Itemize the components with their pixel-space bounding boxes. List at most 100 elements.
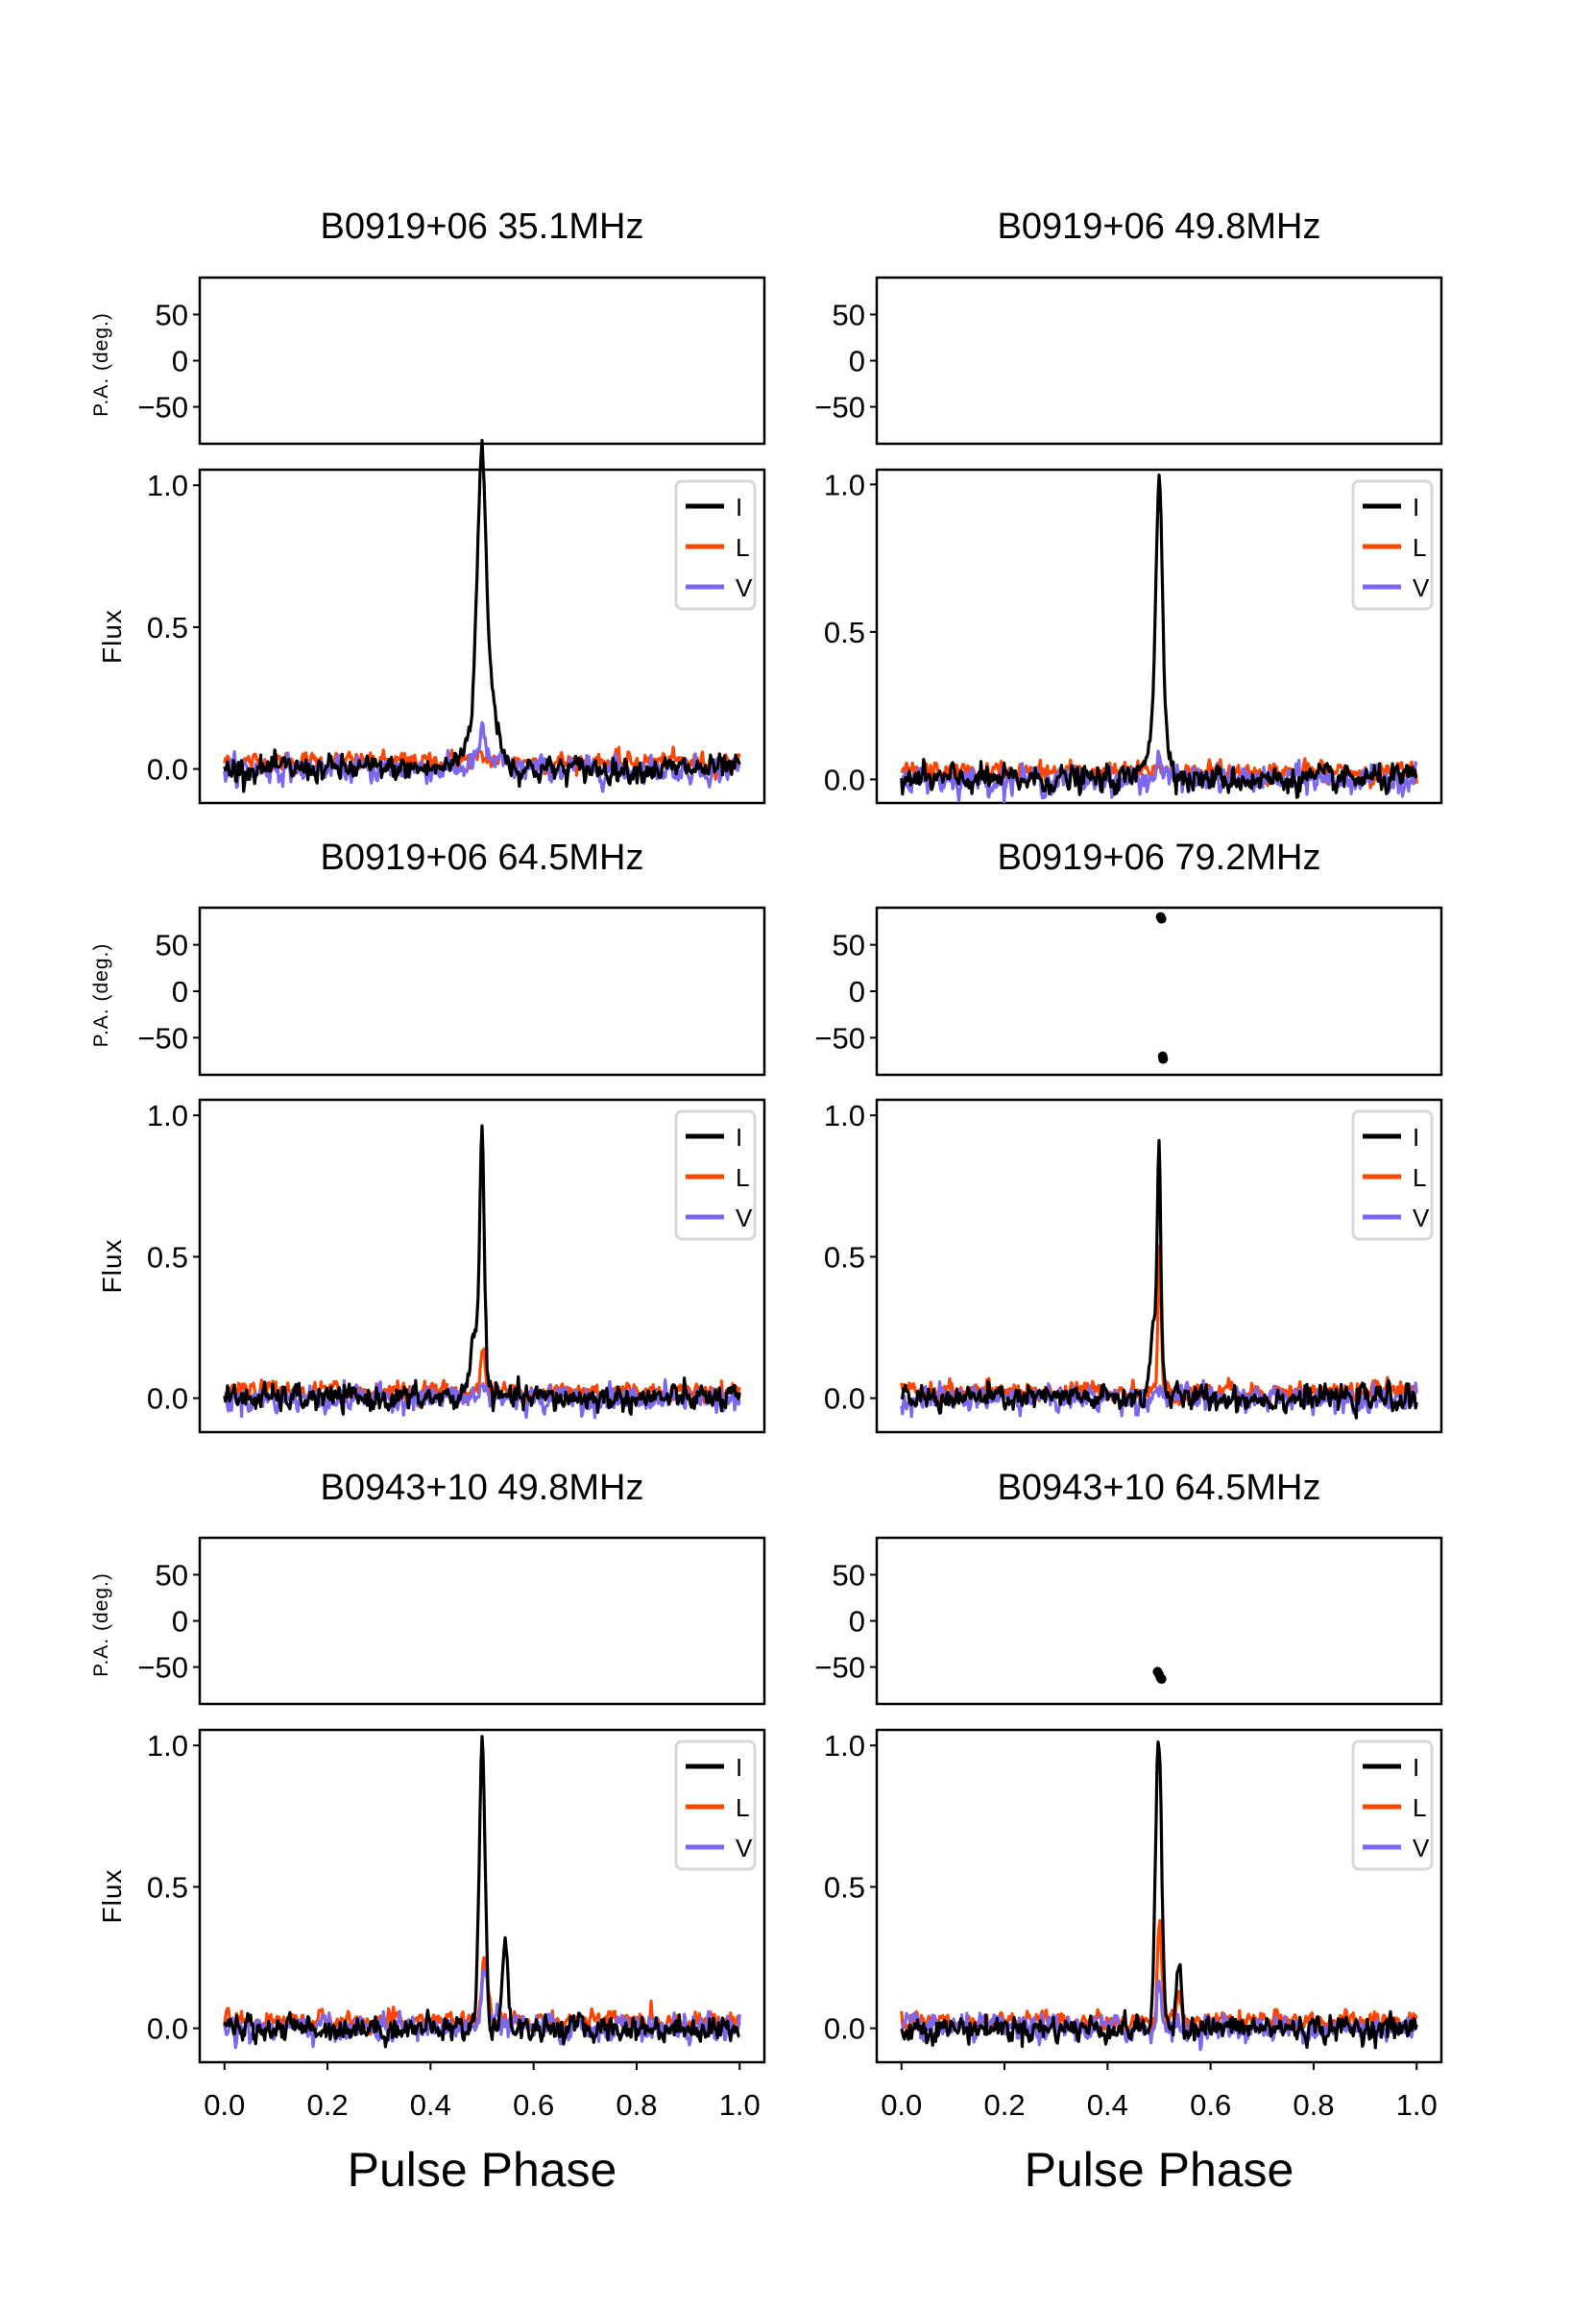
pa-ytick-label: 50 [156, 1558, 188, 1592]
xtick-label: 0.6 [513, 2088, 554, 2122]
series-I-line [900, 1138, 1418, 1420]
pa-ytick-label: 50 [156, 929, 188, 962]
pa-ytick-label: −50 [814, 1021, 865, 1055]
flux-ytick-label: 0.0 [824, 763, 865, 796]
xtick-label: 0.8 [616, 2088, 657, 2122]
series-I-line [900, 474, 1418, 799]
flux-axes-frame [198, 1098, 766, 1434]
series-V-line [224, 1378, 741, 1420]
pa-ytick-label: 50 [833, 929, 865, 962]
pa-ytick-label: 50 [833, 1558, 865, 1592]
flux-ytick-label: 1.0 [824, 1729, 865, 1763]
xtick-label: 1.0 [1396, 2088, 1438, 2122]
x-axis-label: Pulse Phase [1025, 2143, 1294, 2197]
flux-ytick-label: 0.5 [824, 1240, 865, 1274]
pa-axes-frame [875, 906, 1443, 1077]
pa-ytick-label: 0 [172, 1605, 188, 1639]
panel-title: B0919+06 49.8MHz [998, 207, 1321, 247]
xtick-label: 0.0 [881, 2088, 922, 2122]
pa-ylabel: P.A. (deg.) [90, 312, 112, 417]
flux-ytick-label: 0.0 [147, 1382, 188, 1416]
pa-ylabel: P.A. (deg.) [90, 1572, 112, 1677]
legend-label-L: L [736, 1163, 749, 1192]
series-I-line [223, 438, 741, 793]
legend-label-L: L [1413, 1793, 1426, 1822]
series-I-line [900, 1740, 1418, 2050]
xtick-label: 0.0 [204, 2088, 245, 2122]
flux-axes-frame [198, 1728, 766, 2064]
pa-ytick-label: 50 [156, 298, 188, 331]
flux-ytick-label: 0.0 [147, 753, 188, 787]
pa-point [1158, 1054, 1169, 1064]
legend-label-V: V [736, 1204, 753, 1232]
series-I-line [223, 1124, 741, 1416]
legend-label-I: I [1413, 1753, 1419, 1782]
flux-ytick-label: 0.5 [824, 616, 865, 649]
flux-ytick-label: 0.0 [824, 2012, 865, 2046]
legend-label-I: I [736, 1753, 742, 1782]
flux-ytick-label: 0.5 [824, 1870, 865, 1904]
flux-axes-frame [875, 1728, 1443, 2064]
flux-ytick-label: 0.5 [147, 611, 188, 645]
flux-ytick-label: 1.0 [147, 1729, 188, 1763]
xtick-label: 1.0 [719, 2088, 761, 2122]
pa-ytick-label: 0 [172, 975, 188, 1009]
legend-label-V: V [1413, 1834, 1430, 1862]
panel-title: B0943+10 64.5MHz [998, 1468, 1321, 1508]
xtick-label: 0.6 [1190, 2088, 1231, 2122]
flux-ytick-label: 1.0 [824, 468, 865, 501]
x-axis-label: Pulse Phase [348, 2143, 617, 2197]
xtick-label: 0.2 [983, 2088, 1025, 2122]
xtick-label: 0.8 [1293, 2088, 1334, 2122]
legend-label-L: L [1413, 1163, 1426, 1192]
series-I-line [223, 1735, 740, 2049]
legend-label-V: V [1413, 573, 1430, 602]
pa-ytick-label: −50 [814, 1651, 865, 1685]
pa-point [1156, 1674, 1167, 1685]
flux-ylabel: Flux [97, 1869, 127, 1924]
pa-ylabel: P.A. (deg.) [90, 943, 112, 1048]
pa-ytick-label: −50 [137, 391, 188, 425]
flux-ytick-label: 0.0 [147, 2012, 188, 2046]
pa-ytick-label: 0 [849, 1605, 865, 1639]
pa-ytick-label: 50 [833, 298, 865, 331]
legend-label-V: V [736, 573, 753, 602]
legend-label-V: V [736, 1834, 753, 1862]
flux-ytick-label: 0.0 [824, 1382, 865, 1416]
flux-ylabel: Flux [97, 609, 127, 664]
legend-label-V: V [1413, 1204, 1430, 1232]
pa-axes-frame [198, 906, 766, 1077]
legend-label-I: I [1413, 493, 1419, 522]
panel-title: B0919+06 35.1MHz [321, 207, 644, 247]
pa-axes-frame [198, 276, 766, 446]
pa-ytick-label: −50 [137, 1651, 188, 1685]
panel-title: B0919+06 79.2MHz [998, 838, 1321, 878]
legend-label-I: I [736, 493, 742, 522]
legend-label-I: I [1413, 1123, 1419, 1152]
pa-point [1156, 913, 1167, 924]
flux-ytick-label: 1.0 [824, 1099, 865, 1132]
pa-axes-frame [198, 1536, 766, 1706]
panel-title: B0919+06 64.5MHz [321, 838, 644, 878]
flux-ylabel: Flux [97, 1239, 127, 1294]
flux-axes-frame [875, 468, 1443, 805]
flux-ytick-label: 0.5 [147, 1870, 188, 1904]
series-L-line [900, 1244, 1418, 1406]
flux-ytick-label: 1.0 [147, 469, 188, 502]
pa-ytick-label: 0 [849, 345, 865, 378]
panel-title: B0943+10 49.8MHz [321, 1468, 644, 1508]
pa-ytick-label: −50 [137, 1021, 188, 1055]
legend-label-I: I [736, 1123, 742, 1152]
xtick-label: 0.4 [410, 2088, 451, 2122]
legend-label-L: L [736, 533, 749, 562]
xtick-label: 0.4 [1087, 2088, 1128, 2122]
pa-axes-frame [875, 276, 1443, 446]
xtick-label: 0.2 [306, 2088, 348, 2122]
flux-ytick-label: 0.5 [147, 1240, 188, 1274]
legend-label-L: L [736, 1793, 749, 1822]
flux-ytick-label: 1.0 [147, 1099, 188, 1132]
legend-label-L: L [1413, 533, 1426, 562]
pa-ytick-label: 0 [849, 975, 865, 1009]
pa-ytick-label: −50 [814, 391, 865, 425]
